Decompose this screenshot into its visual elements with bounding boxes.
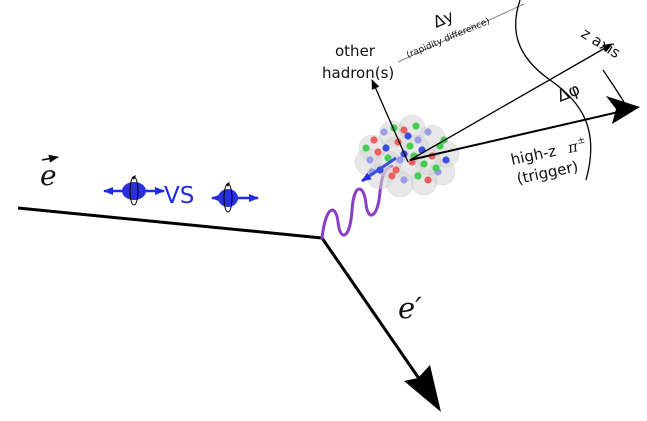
quark-dot	[424, 176, 432, 184]
spin-state-right	[211, 182, 259, 213]
quark-dot	[396, 156, 404, 164]
quark-dot	[366, 156, 374, 164]
beam-electron-vector-arrow	[41, 154, 59, 163]
z-axis-label: z axis	[578, 24, 624, 62]
quark-dot	[420, 160, 428, 168]
rapidity-guide-line	[397, 3, 525, 63]
delta-phi-label: Δφ	[554, 80, 583, 107]
quark-dot	[400, 176, 408, 184]
quark-dot	[414, 172, 422, 180]
incoming-electron-line	[17, 206, 323, 240]
quark-dot	[374, 148, 382, 156]
quark-dot	[362, 144, 370, 152]
scattered-electron-arrowhead	[404, 365, 441, 412]
scattered-electron-line	[320, 237, 422, 381]
scattered-electron-label: e′	[398, 291, 422, 325]
quark-dot	[380, 128, 388, 136]
quark-dot	[400, 126, 408, 134]
z-axis-line	[409, 43, 613, 161]
quark-dot	[382, 144, 390, 152]
vs-label: VS	[164, 183, 194, 209]
trigger-pion-line	[409, 107, 637, 161]
quark-dot	[404, 132, 412, 140]
nucleus	[354, 114, 460, 198]
trigger-pion-arrowhead	[606, 96, 640, 124]
trigger-pion-symbol: π	[565, 137, 580, 157]
quark-dot	[414, 136, 422, 144]
trigger-pion-charge: ±	[577, 136, 586, 147]
azimuth-arc	[514, 0, 592, 181]
quark-dot	[370, 136, 378, 144]
beam-electron-label: e	[40, 159, 57, 192]
delta-y-label: Δy	[430, 6, 456, 31]
other-hadrons-label-line1: other	[335, 42, 376, 60]
quark-dot	[442, 156, 450, 164]
other-hadrons-label-line2: hadron(s)	[322, 64, 394, 82]
quark-dot	[406, 142, 414, 150]
delta-phi-arc	[602, 69, 625, 103]
quark-dot	[412, 122, 420, 130]
quark-dot	[388, 172, 396, 180]
quark-dot	[384, 154, 392, 162]
quark-dot	[392, 166, 400, 174]
quark-dot	[424, 128, 432, 136]
quark-dot	[432, 164, 440, 172]
spin-state-left	[103, 175, 165, 206]
other-hadron-line	[371, 79, 409, 163]
